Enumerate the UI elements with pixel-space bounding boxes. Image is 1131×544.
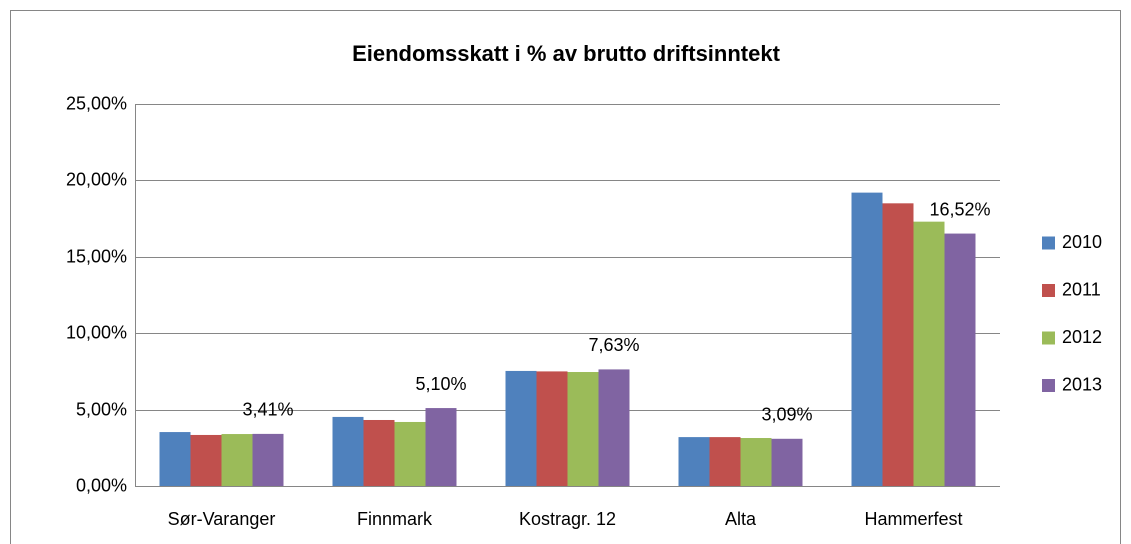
y-tick-label: 10,00%	[66, 322, 127, 342]
bar	[913, 221, 945, 486]
legend-label: 2013	[1062, 374, 1102, 394]
x-tick-label: Alta	[725, 509, 757, 529]
y-tick-label: 20,00%	[66, 169, 127, 189]
y-tick-label: 15,00%	[66, 246, 127, 266]
legend-swatch	[1042, 379, 1055, 392]
x-tick-label: Sør-Varanger	[168, 509, 276, 529]
bar	[709, 437, 741, 486]
bar	[567, 372, 599, 486]
data-label: 3,09%	[761, 405, 812, 425]
bar	[771, 438, 803, 486]
x-tick-label: Hammerfest	[864, 509, 962, 529]
bar	[740, 438, 772, 486]
bar	[394, 421, 426, 486]
data-label: 16,52%	[929, 199, 990, 219]
legend-label: 2012	[1062, 327, 1102, 347]
bar	[882, 203, 914, 486]
chart-title: Eiendomsskatt i % av brutto driftsinntek…	[352, 41, 781, 66]
x-tick-label: Finnmark	[357, 509, 433, 529]
y-tick-label: 25,00%	[66, 93, 127, 113]
legend-swatch	[1042, 331, 1055, 345]
bar	[851, 192, 883, 486]
y-tick-label: 0,00%	[76, 475, 127, 495]
bar	[425, 408, 457, 486]
bar	[363, 419, 395, 486]
legend-swatch	[1042, 284, 1055, 297]
bar	[159, 432, 191, 486]
x-tick-label: Kostragr. 12	[519, 509, 616, 529]
bar	[505, 370, 537, 486]
bar	[221, 434, 253, 486]
data-label: 3,41%	[242, 400, 293, 420]
legend-label: 2010	[1062, 232, 1102, 252]
data-label: 5,10%	[415, 374, 466, 394]
bar	[190, 434, 222, 486]
bar	[252, 433, 284, 486]
y-tick-label: 5,00%	[76, 399, 127, 419]
bar	[944, 233, 976, 486]
bar	[598, 369, 630, 486]
legend-swatch	[1042, 236, 1055, 250]
bar	[678, 437, 710, 486]
bar	[332, 416, 364, 486]
data-label: 7,63%	[588, 335, 639, 355]
legend-label: 2011	[1062, 279, 1101, 299]
bar	[536, 371, 568, 486]
